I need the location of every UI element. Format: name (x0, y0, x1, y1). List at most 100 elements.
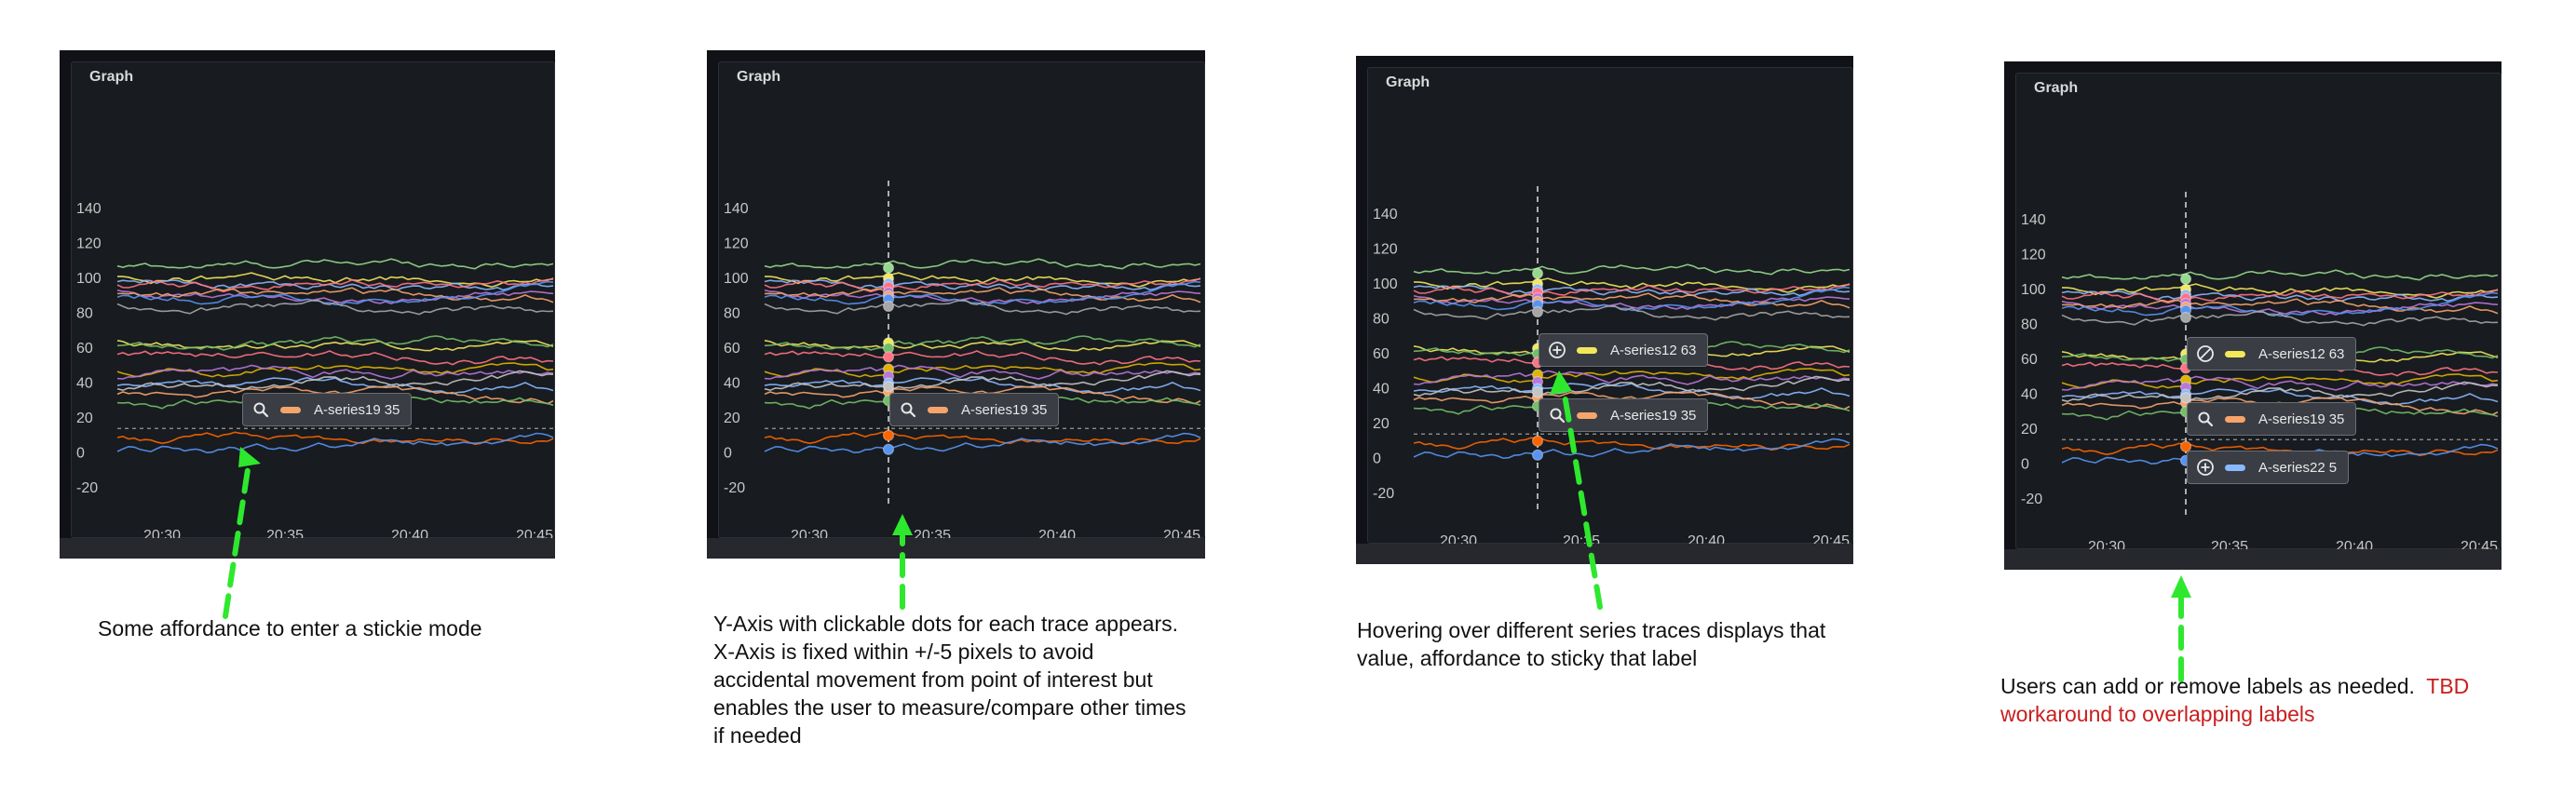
series-dot[interactable] (2179, 311, 2192, 324)
series-dot[interactable] (1531, 435, 1544, 447)
series-line[interactable] (2061, 290, 2499, 303)
series-dot[interactable] (1531, 386, 1544, 398)
series-line[interactable] (116, 364, 554, 380)
panel-title: Graph (89, 69, 134, 85)
series-tooltip[interactable]: A-series19 35 (2187, 402, 2357, 436)
series-line[interactable] (764, 279, 1201, 291)
series-line[interactable] (116, 370, 554, 392)
series-line[interactable] (764, 432, 1201, 454)
series-line[interactable] (764, 258, 1201, 270)
series-line[interactable] (116, 280, 554, 305)
series-line[interactable] (116, 376, 554, 395)
series-line[interactable] (1413, 304, 1851, 321)
series-line[interactable] (116, 276, 554, 293)
series-dot[interactable] (882, 262, 895, 274)
remove-circle-icon[interactable] (2195, 344, 2216, 364)
series-line[interactable] (116, 279, 554, 291)
series-line[interactable] (2061, 310, 2499, 327)
series-tooltip[interactable]: A-series12 63 (2187, 337, 2357, 371)
series-line[interactable] (764, 350, 1201, 366)
y-tick-label: -20 (724, 480, 745, 496)
series-line[interactable] (1413, 438, 1851, 460)
series-line[interactable] (116, 299, 554, 316)
series-line[interactable] (764, 362, 1201, 378)
series-line[interactable] (2061, 298, 2499, 315)
series-tooltip[interactable]: A-series12 63 (1539, 333, 1709, 367)
series-dot[interactable] (1531, 267, 1544, 279)
series-line[interactable] (1413, 285, 1851, 297)
plus-circle-icon[interactable] (2195, 457, 2216, 478)
series-dot[interactable] (882, 443, 895, 455)
series-dot[interactable] (882, 429, 895, 441)
series-line[interactable] (1413, 368, 1851, 384)
graph-panel-3: Graph 140 120 100 80 60 40 20 0 -20 20:30 20:35 20:… (1356, 56, 1853, 564)
series-dot[interactable] (2179, 273, 2192, 285)
series-line[interactable] (764, 370, 1201, 392)
series-line[interactable] (116, 258, 554, 270)
series-line[interactable] (1413, 286, 1851, 312)
series-line[interactable] (1413, 277, 1851, 293)
series-dot[interactable] (2179, 440, 2192, 452)
series-line[interactable] (116, 350, 554, 366)
series-line[interactable] (1413, 391, 1851, 411)
series-line[interactable] (116, 431, 554, 446)
series-line[interactable] (764, 289, 1201, 304)
series-line[interactable] (2061, 375, 2499, 391)
series-line[interactable] (1413, 375, 1851, 398)
series-line[interactable] (116, 385, 554, 405)
plus-circle-icon[interactable] (1547, 340, 1567, 360)
series-dot[interactable] (882, 351, 895, 363)
series-line[interactable] (2061, 300, 2499, 316)
series-line[interactable] (2061, 387, 2499, 406)
series-line[interactable] (2061, 381, 2499, 403)
series-line[interactable] (764, 431, 1201, 446)
series-line[interactable] (116, 335, 554, 351)
series-line[interactable] (764, 335, 1201, 351)
series-line[interactable] (1413, 382, 1851, 400)
series-line[interactable] (2061, 291, 2499, 317)
y-tick-label: 100 (1373, 276, 1398, 292)
series-dot[interactable] (882, 381, 895, 393)
series-line[interactable] (1413, 292, 1851, 309)
series-line[interactable] (764, 280, 1201, 306)
y-tick-label: 0 (76, 446, 85, 462)
series-line[interactable] (1413, 437, 1851, 451)
series-line[interactable] (116, 272, 554, 289)
series-line[interactable] (2061, 269, 2499, 281)
series-dot[interactable] (882, 300, 895, 313)
series-line[interactable] (116, 362, 554, 378)
series-tooltip[interactable]: A-series22 5 (2187, 451, 2350, 484)
search-icon[interactable] (2195, 409, 2216, 429)
series-line[interactable] (764, 385, 1201, 405)
series-line[interactable] (116, 289, 554, 304)
series-line[interactable] (1413, 263, 1851, 276)
series-dot[interactable] (2179, 392, 2192, 404)
series-line[interactable] (2061, 289, 2499, 304)
series-line[interactable] (1413, 283, 1851, 299)
series-tooltip[interactable]: A-series19 35 (242, 393, 413, 426)
series-dot[interactable] (1531, 449, 1544, 461)
series-tooltip[interactable]: A-series19 35 (1539, 398, 1709, 432)
series-line[interactable] (2061, 373, 2499, 389)
search-icon[interactable] (251, 399, 271, 420)
series-tooltip[interactable]: A-series19 35 (889, 393, 1060, 426)
series-line[interactable] (764, 277, 1201, 293)
series-line[interactable] (116, 432, 554, 454)
search-icon[interactable] (898, 399, 918, 420)
series-line[interactable] (764, 299, 1201, 316)
series-line[interactable] (116, 287, 554, 303)
series-line[interactable] (764, 364, 1201, 380)
series-line[interactable] (1413, 370, 1851, 385)
series-line[interactable] (764, 272, 1201, 288)
series-line[interactable] (2061, 283, 2499, 299)
series-dot[interactable] (1531, 305, 1544, 318)
series-line[interactable] (764, 376, 1201, 395)
search-icon[interactable] (1547, 405, 1567, 425)
series-color-swatch (2225, 350, 2245, 357)
series-line[interactable] (764, 287, 1201, 303)
series-line[interactable] (1413, 294, 1851, 310)
